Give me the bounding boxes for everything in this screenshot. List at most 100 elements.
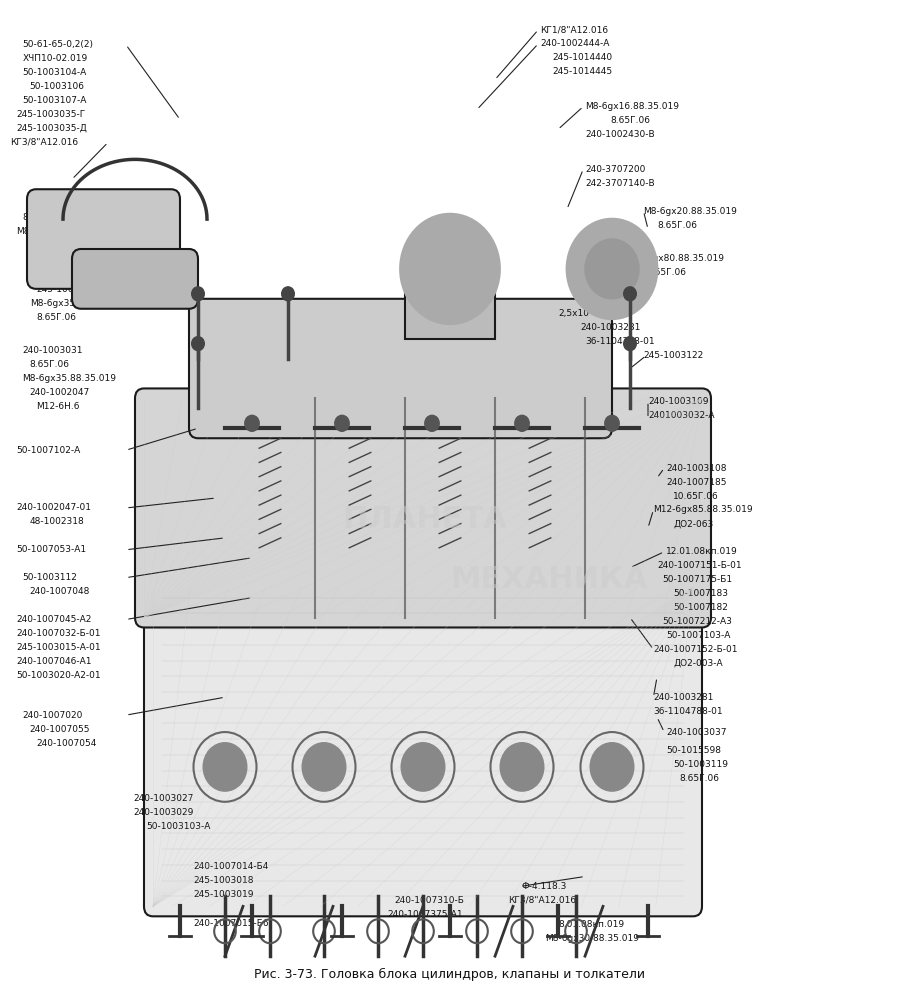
Text: 240-1002430-В: 240-1002430-В bbox=[585, 129, 654, 139]
Text: 240-1007014-Б4: 240-1007014-Б4 bbox=[194, 862, 269, 872]
Circle shape bbox=[400, 742, 446, 792]
Text: 245-1003018: 245-1003018 bbox=[194, 875, 254, 885]
Text: 50-1003104-А: 50-1003104-А bbox=[22, 68, 86, 78]
Text: 8.65Г.06: 8.65Г.06 bbox=[657, 220, 697, 230]
Text: М8-6gx30.88.35.019: М8-6gx30.88.35.019 bbox=[545, 933, 639, 943]
Circle shape bbox=[202, 742, 248, 792]
Circle shape bbox=[425, 415, 439, 431]
Text: 36-1104788-01: 36-1104788-01 bbox=[585, 337, 654, 347]
Text: ПЛАНЕТА: ПЛАНЕТА bbox=[342, 505, 507, 534]
Text: 240-1007151-Б-01: 240-1007151-Б-01 bbox=[657, 561, 742, 571]
Text: 240-1007046-А1: 240-1007046-А1 bbox=[16, 656, 92, 666]
Text: 50-1015598: 50-1015598 bbox=[666, 746, 721, 756]
Text: 8.65Г.06: 8.65Г.06 bbox=[36, 313, 76, 323]
Text: 240-1003281: 240-1003281 bbox=[653, 692, 714, 702]
FancyBboxPatch shape bbox=[135, 388, 711, 627]
Text: 8.65Г.06: 8.65Г.06 bbox=[680, 774, 719, 784]
Text: 50-1007182: 50-1007182 bbox=[673, 603, 728, 613]
Text: 2,5x10: 2,5x10 bbox=[558, 309, 589, 319]
Text: 50-1007053-А1: 50-1007053-А1 bbox=[16, 545, 86, 555]
Text: 240-1007015-Б6: 240-1007015-Б6 bbox=[194, 918, 269, 928]
Text: М8-6gx35.88.35.019: М8-6gx35.88.35.019 bbox=[30, 299, 123, 309]
Text: 48-1002318: 48-1002318 bbox=[30, 517, 85, 527]
Text: М8-6gx16.88.35.019: М8-6gx16.88.35.019 bbox=[585, 102, 679, 112]
FancyBboxPatch shape bbox=[144, 578, 702, 916]
Text: 240-1003264-А: 240-1003264-А bbox=[30, 257, 99, 267]
FancyBboxPatch shape bbox=[189, 299, 612, 438]
Text: Ф-4.118.3: Ф-4.118.3 bbox=[522, 881, 567, 891]
Text: 50-1007212-А3: 50-1007212-А3 bbox=[662, 617, 733, 626]
Text: КГ3/8"А12.016: КГ3/8"А12.016 bbox=[10, 137, 78, 147]
Bar bbox=[405, 259, 495, 339]
Text: 240-1003109: 240-1003109 bbox=[648, 396, 708, 406]
Circle shape bbox=[624, 287, 636, 301]
Text: 240-1007048: 240-1007048 bbox=[30, 587, 90, 597]
Text: М8-6gx35.88.35.019: М8-6gx35.88.35.019 bbox=[22, 374, 116, 383]
Circle shape bbox=[335, 415, 349, 431]
Circle shape bbox=[585, 239, 639, 299]
FancyBboxPatch shape bbox=[72, 249, 198, 309]
Circle shape bbox=[302, 742, 346, 792]
Text: 50-1007175-Б1: 50-1007175-Б1 bbox=[662, 575, 733, 585]
Text: 240-1007032-Б-01: 240-1007032-Б-01 bbox=[16, 628, 101, 638]
Text: 245-1003037: 245-1003037 bbox=[36, 285, 96, 295]
Text: 8.01.08кп.019: 8.01.08кп.019 bbox=[558, 919, 624, 929]
Text: 245-1003019: 245-1003019 bbox=[194, 889, 254, 899]
Text: М12-6gx85.88.35.019: М12-6gx85.88.35.019 bbox=[653, 505, 753, 515]
Text: 240-1002047: 240-1002047 bbox=[30, 387, 90, 397]
Text: 240-1003108: 240-1003108 bbox=[666, 463, 726, 473]
Circle shape bbox=[245, 415, 259, 431]
Text: М8-6gx30.88.35.019: М8-6gx30.88.35.019 bbox=[16, 226, 110, 236]
Text: 50-1003020-А2-01: 50-1003020-А2-01 bbox=[16, 670, 101, 680]
Text: 50-1007102-А: 50-1007102-А bbox=[16, 445, 80, 455]
Text: 240-1007055: 240-1007055 bbox=[30, 724, 90, 734]
Text: 8.65Г.06: 8.65Г.06 bbox=[646, 268, 686, 278]
Text: 50-1007183: 50-1007183 bbox=[673, 589, 728, 599]
Text: 50-1003103-А: 50-1003103-А bbox=[147, 822, 212, 832]
Text: 240-1007375-А1: 240-1007375-А1 bbox=[387, 909, 463, 919]
Text: 8.65Г.06: 8.65Г.06 bbox=[22, 212, 62, 222]
Text: 240-1003037: 240-1003037 bbox=[666, 727, 726, 737]
Text: КГ1/8"А12.016: КГ1/8"А12.016 bbox=[540, 25, 608, 35]
Text: 50-1003112: 50-1003112 bbox=[22, 573, 77, 583]
Text: 240-1002444-А: 240-1002444-А bbox=[540, 39, 609, 49]
Text: 50-1003119: 50-1003119 bbox=[673, 760, 728, 770]
Text: 240-1007045-А2: 240-1007045-А2 bbox=[16, 615, 92, 624]
Text: 245-1014440: 245-1014440 bbox=[553, 53, 613, 63]
Text: 245-1003015-А-01: 245-1003015-А-01 bbox=[16, 642, 101, 652]
Circle shape bbox=[624, 337, 636, 351]
Circle shape bbox=[590, 742, 634, 792]
Text: 245-1003122: 245-1003122 bbox=[644, 351, 704, 361]
Text: ДО2-003-А: ДО2-003-А bbox=[673, 658, 723, 668]
Text: 245-1003035-Г: 245-1003035-Г bbox=[16, 110, 86, 120]
Text: МЕХАНИКА: МЕХАНИКА bbox=[450, 565, 647, 594]
Text: М12-6Н.6: М12-6Н.6 bbox=[36, 401, 79, 411]
Circle shape bbox=[567, 219, 657, 319]
Text: 242-3707140-В: 242-3707140-В bbox=[585, 178, 654, 188]
Circle shape bbox=[500, 742, 544, 792]
Text: Рис. 3-73. Головка блока цилиндров, клапаны и толкатели: Рис. 3-73. Головка блока цилиндров, клап… bbox=[255, 967, 645, 981]
Text: 50-1003106: 50-1003106 bbox=[30, 82, 85, 92]
Circle shape bbox=[605, 415, 619, 431]
Text: 240-1007152-Б-01: 240-1007152-Б-01 bbox=[653, 644, 738, 654]
Text: М8-6gx80.88.35.019: М8-6gx80.88.35.019 bbox=[630, 254, 724, 264]
Text: 12.01.08кп.019: 12.01.08кп.019 bbox=[666, 547, 738, 557]
Text: 240-1003027: 240-1003027 bbox=[133, 794, 194, 804]
Text: 240-3707200: 240-3707200 bbox=[585, 164, 645, 174]
Text: 240-1007020: 240-1007020 bbox=[22, 710, 83, 720]
Text: 36-1104788-01: 36-1104788-01 bbox=[653, 706, 723, 716]
Circle shape bbox=[192, 337, 204, 351]
FancyBboxPatch shape bbox=[27, 189, 180, 289]
Text: ДО2-063: ДО2-063 bbox=[673, 519, 714, 529]
Circle shape bbox=[282, 287, 294, 301]
Text: 50-1003107-А: 50-1003107-А bbox=[22, 96, 87, 106]
Text: КГ3/8"А12.016: КГ3/8"А12.016 bbox=[508, 895, 577, 905]
Text: 50-1007103-А: 50-1007103-А bbox=[666, 630, 731, 640]
Text: 240-1007054: 240-1007054 bbox=[36, 738, 96, 748]
Circle shape bbox=[515, 415, 529, 431]
Text: 240-1003281: 240-1003281 bbox=[580, 323, 641, 333]
Text: 240-1002047-01: 240-1002047-01 bbox=[16, 503, 91, 513]
Text: 50-61-65-0,2(2): 50-61-65-0,2(2) bbox=[22, 40, 94, 50]
Text: 245-1014445: 245-1014445 bbox=[553, 67, 613, 77]
Circle shape bbox=[192, 287, 204, 301]
